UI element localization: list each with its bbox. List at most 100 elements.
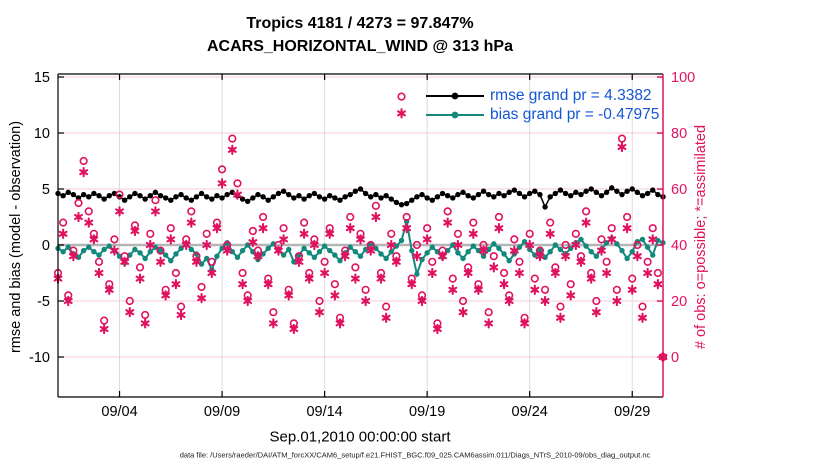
assimilated-obs-asterisk-marker [448, 284, 458, 295]
bias-line-series-marker [352, 249, 359, 255]
rmse-line-series-marker [516, 190, 523, 197]
possible-obs-circle-marker [638, 302, 647, 311]
possible-obs-circle-marker [217, 165, 227, 174]
possible-obs-circle-marker [387, 229, 396, 238]
rmse-line-series-marker [173, 194, 179, 200]
assimilated-obs-asterisk-marker [643, 267, 653, 279]
bias-line-series-marker [506, 257, 512, 264]
rmse-line-series-marker [603, 189, 610, 196]
x-tick-label: 09/19 [409, 404, 445, 420]
assimilated-obs-asterisk-marker [566, 290, 576, 301]
rmse-line-series-marker [439, 190, 446, 197]
rmse-line-series-marker [357, 186, 364, 192]
assimilated-obs-asterisk-marker [376, 273, 386, 284]
rmse-line-series-marker [624, 188, 630, 194]
bias-line-series-marker [60, 249, 66, 255]
possible-obs-circle-marker [59, 218, 68, 227]
rmse-line-series-marker [301, 196, 307, 202]
left-tick-label: -10 [29, 350, 50, 366]
rmse-line-series-marker [316, 194, 323, 200]
plot-title: Tropics 4181 / 4273 = 97.847% [246, 15, 474, 32]
possible-obs-circle-marker [233, 179, 242, 188]
possible-obs-circle-marker [566, 280, 575, 289]
bias-line-series-marker [260, 251, 266, 257]
assimilated-obs-asterisk-marker [248, 237, 258, 248]
rmse-line-series-marker [619, 191, 625, 198]
rmse-line-series-marker [378, 195, 384, 201]
assimilated-obs-asterisk-marker [258, 223, 268, 234]
rmse-line-series-marker [609, 185, 615, 191]
bias-line-series-marker [137, 250, 143, 256]
assimilated-obs-asterisk-marker [68, 251, 78, 262]
rmse-line-series-marker [168, 197, 174, 203]
rmse-line-series-marker [127, 194, 133, 200]
assimilated-obs-asterisk-marker [545, 228, 555, 239]
assimilated-obs-asterisk-marker [89, 234, 99, 245]
possible-obs-circle-marker [79, 156, 88, 166]
assimilated-obs-asterisk-marker [509, 245, 519, 256]
possible-obs-circle-marker [612, 285, 621, 294]
assimilated-obs-asterisk-marker [197, 293, 207, 304]
bias-line-series-marker [301, 245, 307, 252]
possible-obs-circle-marker [146, 229, 155, 238]
possible-obs-circle-marker [653, 268, 662, 278]
assimilated-obs-asterisk-marker [161, 290, 171, 301]
possible-obs-circle-marker [115, 190, 124, 199]
rmse-line-series-marker [86, 194, 92, 200]
assimilated-obs-asterisk-marker [622, 223, 632, 234]
assimilated-obs-asterisk-marker [176, 309, 186, 321]
possible-obs-circle-marker [469, 218, 478, 227]
rmse-line-series-marker [229, 189, 236, 196]
bias-line-series-marker [583, 243, 589, 249]
assimilated-obs-asterisk-marker [397, 108, 406, 119]
left-tick-label: -5 [37, 294, 50, 310]
rmse-line-series-marker [526, 190, 533, 197]
assimilated-obs-asterisk-marker [556, 312, 565, 323]
bias-line-series-marker [337, 257, 343, 264]
left-axis-label: rmse and bias (model - observation) [8, 120, 24, 354]
rmse-line-series-marker [296, 193, 302, 199]
bias-line-series-marker [537, 247, 543, 254]
assimilated-obs-asterisk-marker [309, 239, 319, 251]
bias-line-series-marker [557, 246, 564, 253]
bias-line-series-marker [650, 252, 656, 258]
assimilated-obs-asterisk-marker [299, 228, 309, 239]
bias-line-series-marker [234, 254, 241, 261]
possible-obs-circle-marker [202, 229, 211, 238]
assimilated-obs-asterisk-marker [263, 279, 273, 290]
right-axis-label: # of obs: o=possible; *=assimilated [693, 124, 709, 350]
assimilated-obs-asterisk-marker [607, 234, 617, 245]
rmse-line-series-marker [198, 190, 205, 197]
rmse-line-series-marker [291, 195, 297, 201]
left-tick-label: 10 [34, 126, 50, 142]
bias-line-series-marker [106, 243, 112, 249]
assimilated-obs-asterisk-marker [407, 279, 417, 290]
rmse-line-series-marker [342, 194, 348, 200]
possible-obs-circle-marker [581, 207, 591, 216]
assimilated-obs-asterisk-marker [217, 178, 227, 189]
bias-line-series-marker [198, 261, 205, 267]
assimilated-obs-asterisk-marker [145, 239, 155, 251]
possible-obs-circle-marker [248, 226, 257, 236]
rmse-line-series-marker [480, 188, 487, 194]
rmse-line-series-marker [203, 194, 210, 200]
rmse-line-series-marker [239, 196, 246, 202]
rmse-line-series-marker [65, 189, 71, 196]
rmse-line-series-marker [106, 193, 112, 199]
rmse-line-series-marker [444, 193, 451, 199]
assimilated-obs-asterisk-marker [284, 290, 294, 301]
x-tick-label: 09/09 [204, 404, 240, 420]
bias-line-series-marker [491, 241, 497, 247]
possible-obs-circle-marker [166, 224, 175, 233]
rmse-line-series-marker [321, 196, 328, 202]
assimilated-obs-asterisk-marker [345, 223, 355, 234]
bias-line-series-marker [142, 255, 148, 262]
possible-obs-circle-marker [94, 257, 104, 266]
rmse-line-series-marker [496, 190, 502, 197]
assimilated-obs-asterisk-marker [361, 295, 371, 307]
bias-line-series-marker [327, 247, 333, 254]
assimilated-obs-asterisk-marker [315, 307, 324, 318]
assimilated-obs-asterisk-marker [135, 273, 145, 284]
rmse-line-series-marker [214, 193, 220, 199]
possible-obs-circle-marker [330, 280, 339, 289]
